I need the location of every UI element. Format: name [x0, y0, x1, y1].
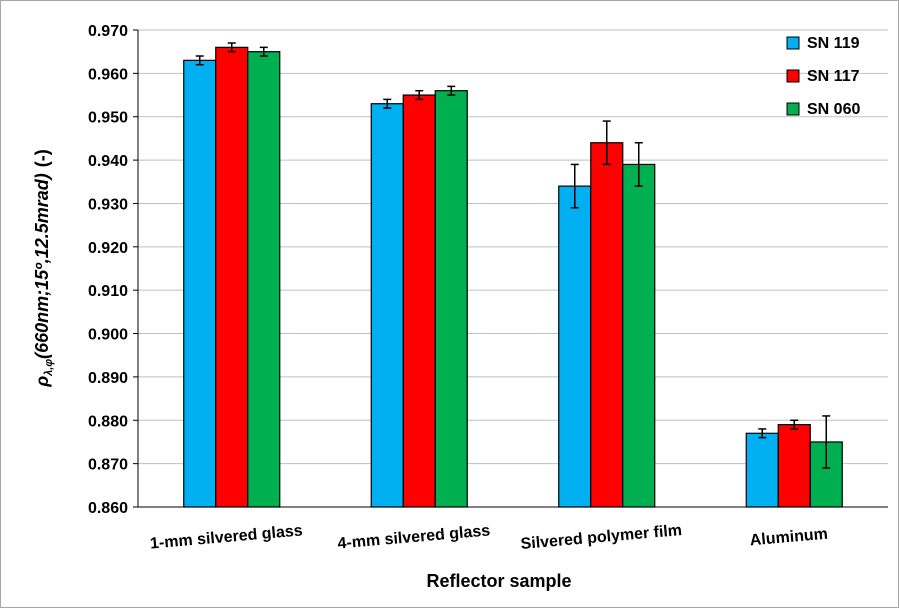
bar [622, 163, 656, 508]
legend-swatch [786, 36, 800, 50]
y-axis-unit: (-) [32, 149, 52, 167]
bar [402, 94, 436, 508]
y-tick-label: 0.890 [88, 370, 128, 387]
x-axis-title: Reflector sample [426, 571, 571, 591]
y-tick-label: 0.900 [88, 327, 128, 344]
bar [558, 185, 592, 508]
y-axis-symbol: ρ [32, 376, 52, 388]
y-axis-title: ρλ,φ(660nm;15º,12.5mrad) (-) [32, 149, 55, 387]
bar [745, 432, 779, 508]
legend-label: SN 119 [807, 35, 860, 52]
y-tick-label: 0.910 [88, 283, 128, 300]
y-tick-label: 0.860 [88, 500, 128, 517]
bar [777, 424, 811, 508]
legend: SN 119 SN 117 SN 060 [786, 35, 860, 118]
bar [434, 90, 468, 508]
bar [370, 103, 404, 508]
legend-label: SN 060 [807, 101, 860, 118]
y-tick-label: 0.960 [88, 66, 128, 83]
y-tick-label: 0.950 [88, 110, 128, 127]
error-bars-group [195, 42, 831, 469]
legend-swatch [786, 102, 800, 116]
y-tick-label: 0.870 [88, 457, 128, 474]
bar [247, 51, 281, 508]
y-tick-label: 0.880 [88, 413, 128, 430]
y-axis-title-rest: (660nm;15º,12.5mrad) [32, 173, 52, 359]
y-tick-label: 0.930 [88, 196, 128, 213]
y-tick-label: 0.940 [88, 153, 128, 170]
y-axis-subscript: λ,φ [43, 359, 55, 377]
bar [215, 46, 249, 508]
y-tick-label: 0.970 [88, 23, 128, 40]
y-tick-labels: 0.860 0.870 0.880 0.890 0.900 0.910 0.920 0.930… [88, 23, 138, 517]
y-tick-label: 0.920 [88, 240, 128, 257]
bars-group [183, 46, 843, 508]
bar [590, 142, 624, 508]
bar [183, 59, 217, 508]
legend-swatch [786, 69, 800, 83]
category-label: Aluminum [749, 526, 828, 550]
legend-label: SN 117 [807, 68, 860, 85]
